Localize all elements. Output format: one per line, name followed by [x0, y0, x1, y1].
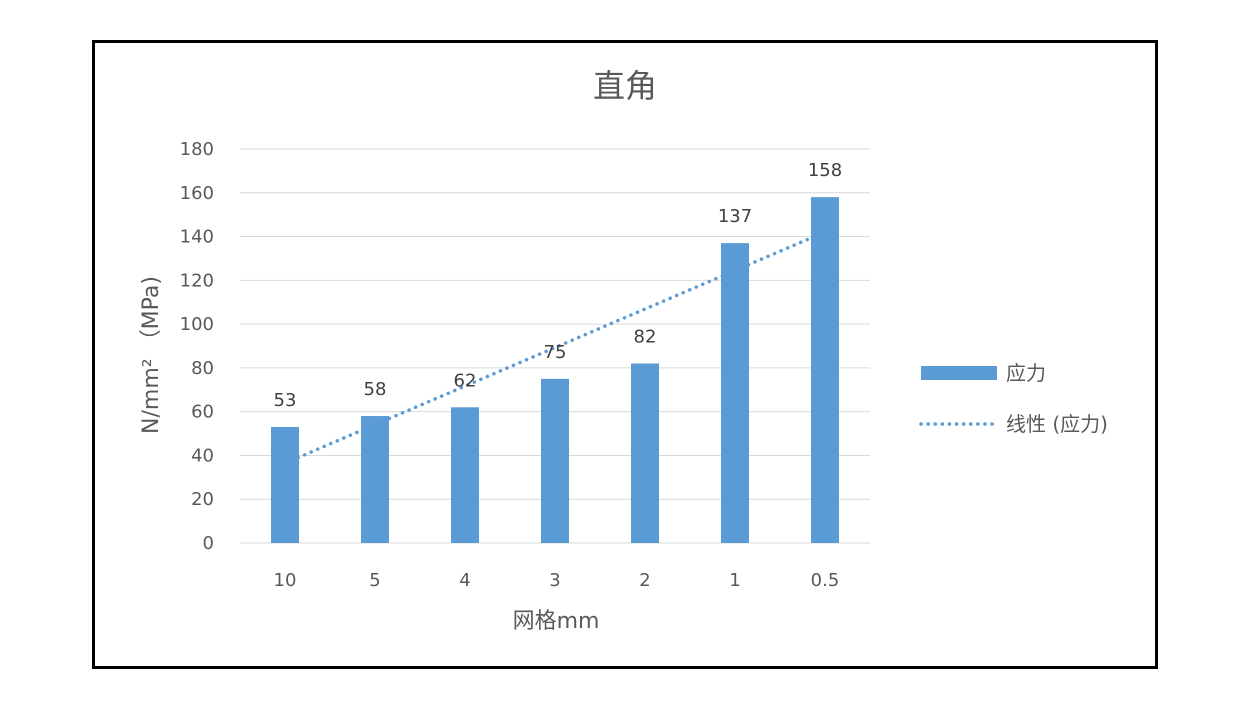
x-tick-label: 1 — [729, 570, 740, 591]
y-tick-label: 80 — [191, 358, 214, 379]
legend-label-bar: 应力 — [1006, 361, 1046, 385]
bar — [811, 197, 839, 543]
y-tick-label: 100 — [180, 314, 214, 335]
data-labels: 53 58 62 75 82 137 158 — [274, 160, 843, 411]
chart-title: 直角 — [593, 67, 657, 105]
legend-swatch-bar — [921, 366, 997, 380]
y-axis-title: N/mm² （MPa) — [139, 276, 164, 434]
trendline — [283, 230, 827, 465]
x-tick-labels: 10 5 4 3 2 1 0.5 — [274, 570, 840, 591]
data-label: 82 — [634, 327, 657, 348]
bar — [721, 243, 749, 543]
data-label: 53 — [274, 390, 297, 411]
y-tick-label: 140 — [180, 227, 214, 248]
y-tick-label: 60 — [191, 402, 214, 423]
gridlines — [240, 148, 870, 544]
bar — [361, 416, 389, 543]
y-tick-label: 20 — [191, 489, 214, 510]
bar — [541, 378, 569, 543]
x-tick-label: 0.5 — [811, 570, 840, 591]
x-tick-label: 3 — [549, 570, 560, 591]
bar — [271, 426, 299, 543]
y-tick-label: 40 — [191, 445, 214, 466]
y-tick-label: 160 — [180, 183, 214, 204]
x-tick-label: 4 — [459, 570, 470, 591]
bar — [631, 363, 659, 543]
y-tick-label: 0 — [203, 533, 214, 554]
data-label: 58 — [364, 379, 387, 400]
trendline-line — [283, 230, 827, 465]
y-tick-label: 180 — [180, 139, 214, 160]
data-label: 158 — [808, 160, 842, 181]
data-label: 62 — [454, 370, 477, 391]
bar — [451, 407, 479, 543]
data-label: 137 — [718, 206, 752, 227]
legend-label-trendline: 线性 (应力) — [1006, 412, 1108, 436]
data-label: 75 — [544, 342, 567, 363]
y-tick-label: 120 — [180, 270, 214, 291]
bars — [271, 197, 839, 543]
y-tick-labels: 0 20 40 60 80 100 120 140 160 180 — [180, 139, 214, 554]
x-tick-label: 2 — [639, 570, 650, 591]
chart-frame — [92, 40, 1158, 669]
x-axis-title: 网格mm — [513, 609, 600, 634]
x-tick-label: 10 — [274, 570, 297, 591]
x-tick-label: 5 — [369, 570, 380, 591]
